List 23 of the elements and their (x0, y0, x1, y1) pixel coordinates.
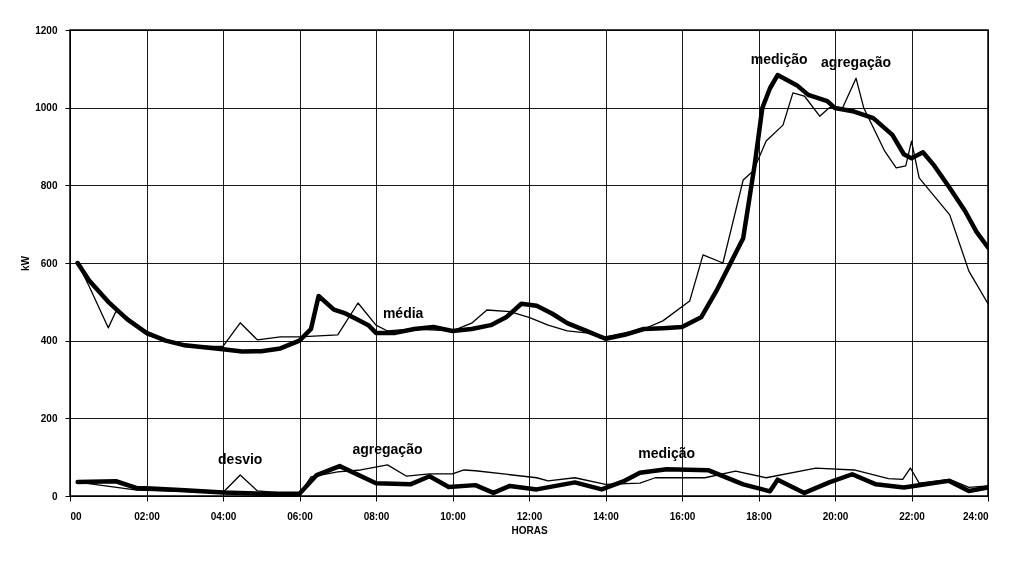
x-tick-label: 24:00 (962, 510, 989, 522)
x-tick-label: 22:00 (899, 510, 926, 522)
x-tick-label: 08:00 (363, 510, 390, 522)
y-axis-title: kW (20, 255, 32, 271)
y-tick-label: 1000 (35, 102, 58, 114)
y-tick-label: 1200 (35, 24, 58, 36)
x-tick-label: 04:00 (210, 510, 237, 522)
y-tick-label: 0 (51, 490, 58, 502)
x-tick-label: 20:00 (822, 510, 849, 522)
x-tick-label: 06:00 (287, 510, 314, 522)
x-axis-title: HORAS (511, 524, 548, 536)
y-tick-label: 400 (40, 335, 58, 347)
y-tick-label: 800 (40, 179, 58, 191)
x-tick-label: 18:00 (746, 510, 773, 522)
y-tick-label: 200 (40, 412, 58, 424)
x-tick-label: 00 (70, 510, 83, 522)
x-tick-label: 10:00 (440, 510, 467, 522)
x-tick-label: 02:00 (134, 510, 161, 522)
y-tick-label: 600 (40, 257, 58, 269)
x-tick-label: 12:00 (516, 510, 543, 522)
x-tick-label: 16:00 (669, 510, 696, 522)
x-tick-label: 14:00 (593, 510, 620, 522)
annotation: média (382, 305, 424, 322)
